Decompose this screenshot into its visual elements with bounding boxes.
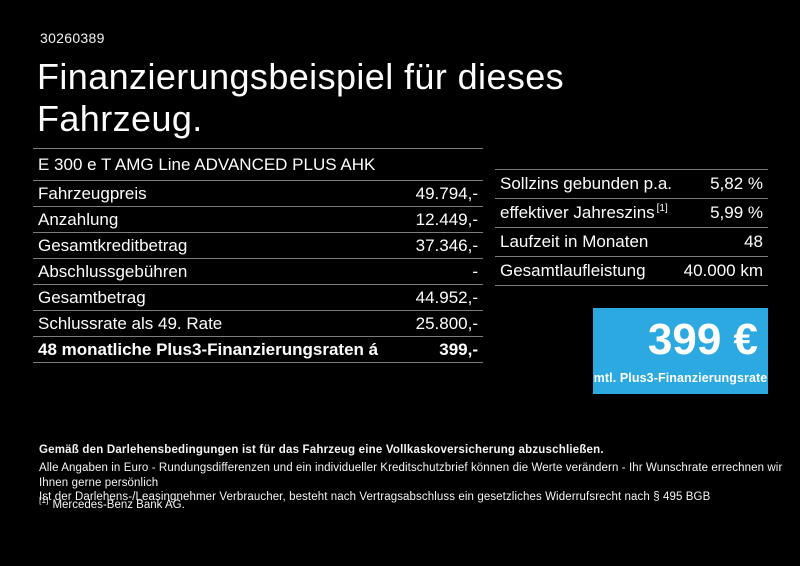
reference-number: 30260389: [40, 30, 105, 46]
table-row: Gesamtkreditbetrag 37.346,-: [33, 233, 483, 259]
footnote: [1] Mercedes-Benz Bank AG.: [39, 495, 185, 511]
row-label: effektiver Jahreszins [1]: [500, 203, 668, 223]
vehicle-model-label: E 300 e T AMG Line ADVANCED PLUS AHK: [38, 154, 376, 174]
page-title: Finanzierungsbeispiel für dieses Fahrzeu…: [37, 56, 565, 139]
row-label-text: Gesamtlaufleistung: [500, 261, 646, 280]
row-value: 5,82 %: [710, 174, 763, 193]
table-row: Laufzeit in Monaten 48: [495, 228, 768, 257]
table-row: Abschlussgebühren -: [33, 259, 483, 285]
row-label: 48 monatliche Plus3-Finanzierungsraten á: [38, 339, 379, 359]
financing-rows: Fahrzeugpreis 49.794,- Anzahlung 12.449,…: [33, 181, 483, 363]
financing-details-table: E 300 e T AMG Line ADVANCED PLUS AHK Fah…: [33, 148, 483, 363]
row-label: Gesamtkreditbetrag: [38, 235, 188, 255]
table-row: effektiver Jahreszins [1] 5,99 %: [495, 199, 768, 228]
table-row: Schlussrate als 49. Rate 25.800,-: [33, 311, 483, 337]
row-label: Abschlussgebühren: [38, 261, 188, 281]
table-row: Gesamtlaufleistung 40.000 km: [495, 257, 768, 286]
row-value: 48: [744, 232, 763, 251]
row-label: Anzahlung: [38, 209, 119, 229]
table-row: Anzahlung 12.449,-: [33, 207, 483, 233]
row-label-text: Laufzeit in Monaten: [500, 232, 649, 251]
table-row: Fahrzeugpreis 49.794,-: [33, 181, 483, 207]
conditions-rows: Sollzins gebunden p.a. 5,82 % effektiver…: [495, 170, 768, 286]
monthly-rate-caption: mtl. Plus3-Finanzierungsrate: [593, 371, 768, 385]
table-row: Sollzins gebunden p.a. 5,82 %: [495, 170, 768, 199]
row-value: 37.346,-: [415, 235, 478, 255]
footnote-marker: [1]: [39, 495, 49, 505]
monthly-rate-amount: 399 €: [647, 315, 758, 364]
footnote-text: Mercedes-Benz Bank AG.: [52, 498, 185, 511]
row-label: Fahrzeugpreis: [38, 183, 147, 203]
row-label: Sollzins gebunden p.a.: [500, 174, 674, 194]
disclaimer-line: Alle Angaben in Euro - Rundungsdifferenz…: [39, 462, 783, 489]
insurance-note: Gemäß den Darlehensbedingungen ist für d…: [39, 444, 604, 456]
row-value: 49.794,-: [415, 183, 478, 203]
monthly-rate-highlight-box: 399 € mtl. Plus3-Finanzierungsrate: [593, 308, 768, 394]
row-label-text: Sollzins gebunden p.a.: [500, 174, 673, 193]
legal-notes: Gemäß den Darlehensbedingungen ist für d…: [39, 444, 791, 505]
vehicle-model-header: E 300 e T AMG Line ADVANCED PLUS AHK: [33, 149, 483, 181]
row-value: 12.449,-: [415, 209, 478, 229]
disclaimer-line: Ist der Darlehens-/Leasingnehmer Verbrau…: [39, 491, 711, 503]
row-value: 44.952,-: [415, 287, 478, 307]
row-value: 25.800,-: [415, 313, 478, 333]
row-label: Schlussrate als 49. Rate: [38, 313, 223, 333]
row-label-text: effektiver Jahreszins: [500, 203, 655, 222]
row-label: Laufzeit in Monaten: [500, 232, 650, 252]
row-value: -: [472, 261, 478, 281]
footnote-reference: [1]: [656, 203, 668, 215]
row-value: 5,99 %: [710, 203, 763, 222]
table-row: Gesamtbetrag 44.952,-: [33, 285, 483, 311]
row-value: 40.000 km: [683, 261, 763, 280]
row-label: Gesamtlaufleistung: [500, 261, 648, 281]
row-value: 399,-: [439, 339, 478, 359]
conditions-table: Sollzins gebunden p.a. 5,82 % effektiver…: [495, 169, 768, 286]
table-row: 48 monatliche Plus3-Finanzierungsraten á…: [33, 337, 483, 363]
row-label: Gesamtbetrag: [38, 287, 146, 307]
